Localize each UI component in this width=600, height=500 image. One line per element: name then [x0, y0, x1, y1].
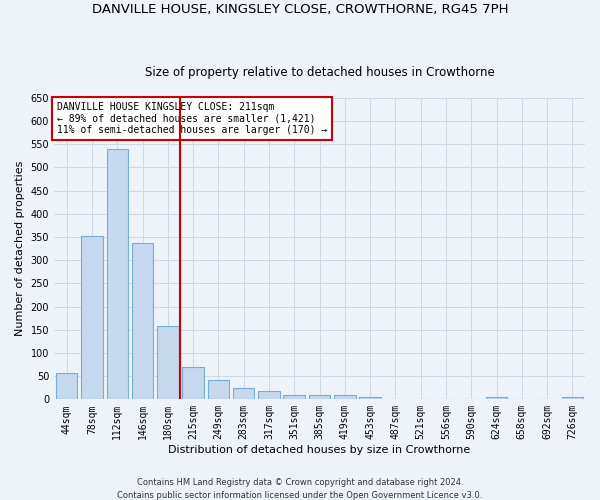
Bar	[208, 380, 229, 400]
Bar	[334, 395, 356, 400]
Y-axis label: Number of detached properties: Number of detached properties	[15, 161, 25, 336]
X-axis label: Distribution of detached houses by size in Crowthorne: Distribution of detached houses by size …	[169, 445, 470, 455]
Bar	[157, 326, 179, 400]
Text: DANVILLE HOUSE, KINGSLEY CLOSE, CROWTHORNE, RG45 7PH: DANVILLE HOUSE, KINGSLEY CLOSE, CROWTHOR…	[92, 2, 508, 16]
Bar	[359, 398, 381, 400]
Bar	[283, 394, 305, 400]
Bar	[486, 397, 507, 400]
Bar	[81, 236, 103, 400]
Bar	[182, 367, 204, 400]
Bar	[258, 392, 280, 400]
Title: Size of property relative to detached houses in Crowthorne: Size of property relative to detached ho…	[145, 66, 494, 78]
Bar	[132, 244, 153, 400]
Bar	[56, 373, 77, 400]
Bar	[233, 388, 254, 400]
Bar	[562, 397, 583, 400]
Text: Contains HM Land Registry data © Crown copyright and database right 2024.
Contai: Contains HM Land Registry data © Crown c…	[118, 478, 482, 500]
Bar	[309, 395, 330, 400]
Bar	[107, 149, 128, 400]
Text: DANVILLE HOUSE KINGSLEY CLOSE: 211sqm
← 89% of detached houses are smaller (1,42: DANVILLE HOUSE KINGSLEY CLOSE: 211sqm ← …	[56, 102, 327, 136]
